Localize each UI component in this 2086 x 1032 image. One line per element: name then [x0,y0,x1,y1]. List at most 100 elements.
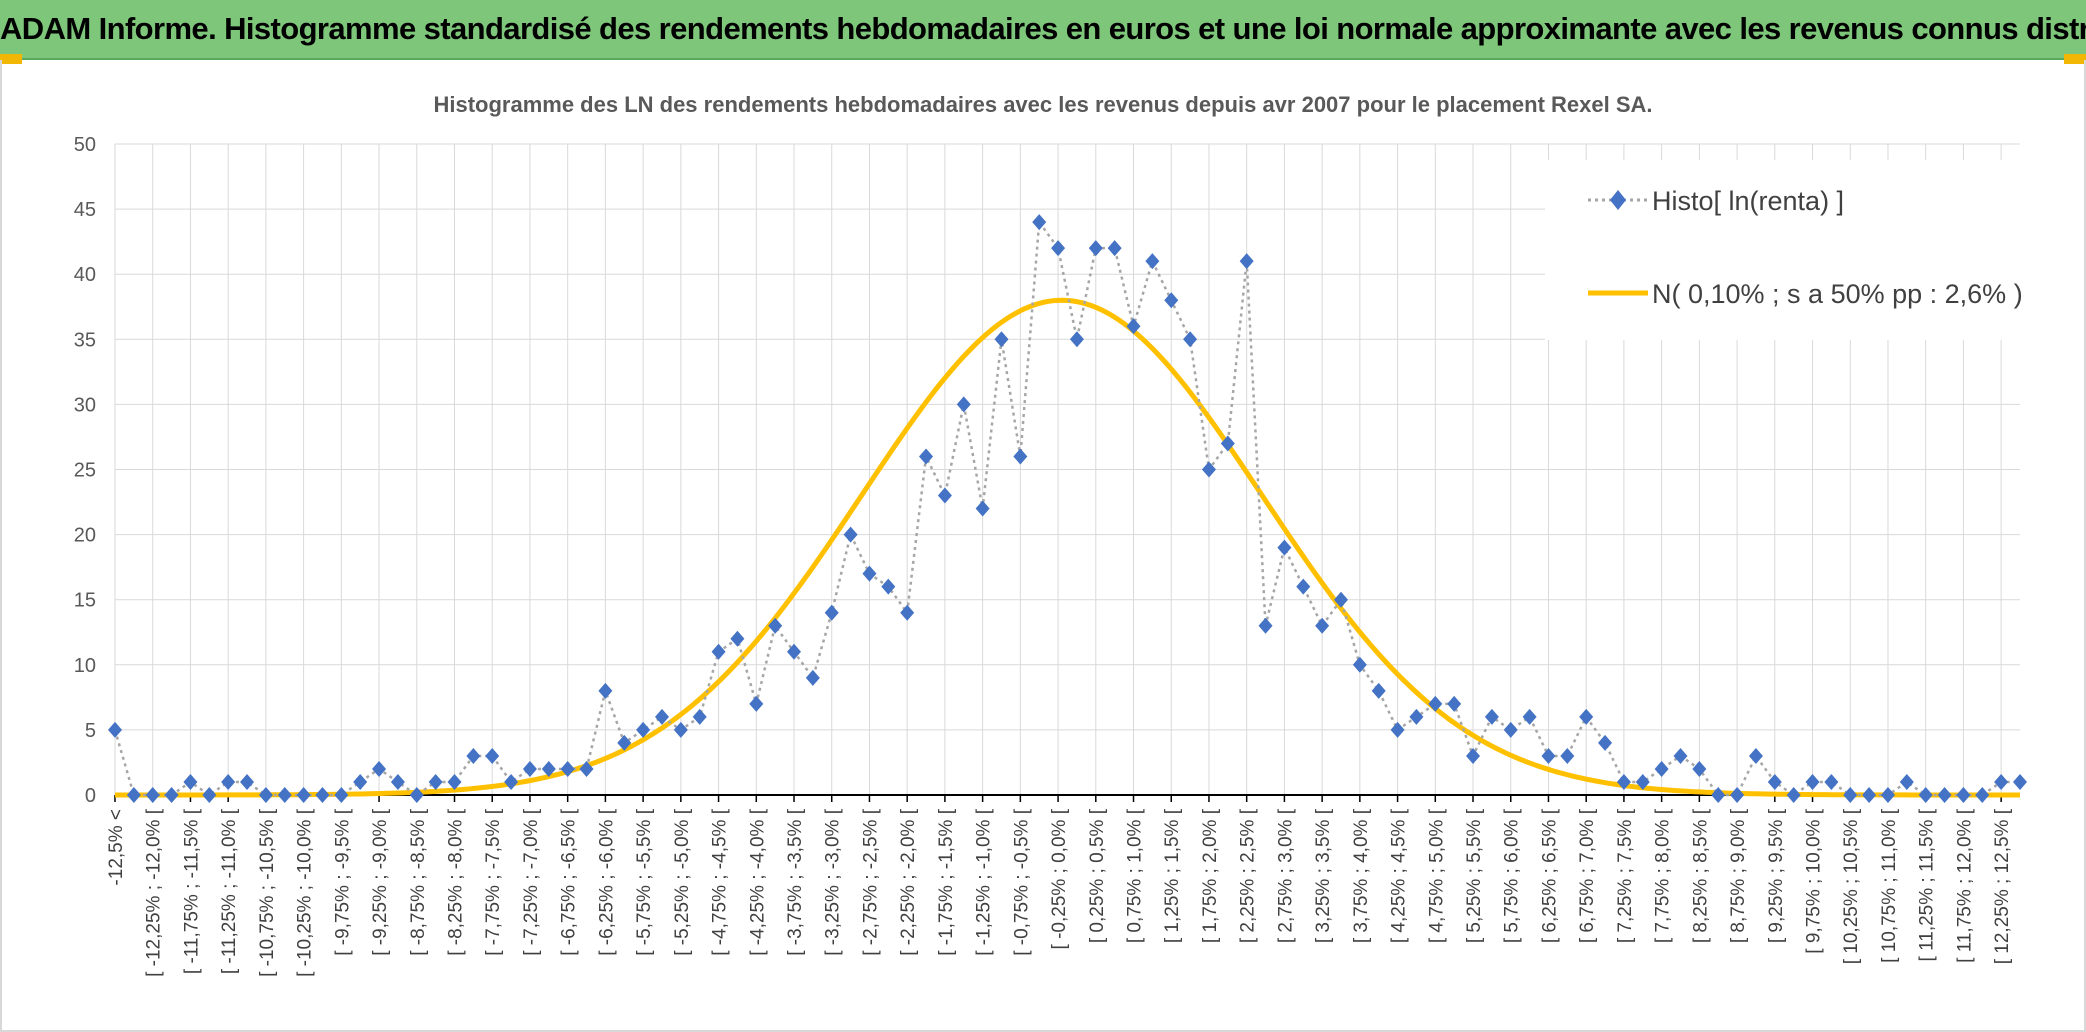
normal-curve-line [115,297,2020,798]
histogram-point [560,760,575,777]
histogram-point [1503,721,1518,738]
x-tick-label: [ 1,75% ; 2,0% [ [1200,808,1221,943]
x-tick-label: [ 10,75% ; 11,0% [ [1879,808,1900,963]
histogram-point [919,448,934,465]
histogram-point [202,787,217,803]
histogram-point [1088,240,1103,257]
x-tick-label: [ -12,25% ; -12,0% [ [144,808,165,977]
histogram-point [1051,240,1066,257]
x-tick-label: [ 11,75% ; 12,0% [ [1954,808,1975,963]
x-tick-label: [ 7,75% ; 8,0% [ [1653,808,1674,943]
x-tick-label: [ -1,25% ; -1,0% [ [974,808,995,956]
histogram-point [108,721,122,738]
histogram-point [1748,747,1763,764]
x-tick-label: [ -7,25% ; -7,0% [ [521,808,542,956]
histogram-point [372,760,387,777]
x-tick-label: [ -11,25% ; -11,0% [ [219,808,240,974]
histogram-point [1918,787,1933,803]
histogram-point [1069,331,1084,348]
histogram-point [862,565,877,582]
histogram-point [409,787,424,803]
histogram-point [447,773,462,790]
legend-label-normal: N( 0,10% ; s a 50% pp : 2,6% ) [1652,279,2023,309]
histogram-point [1937,787,1952,803]
histogram-point [1315,617,1330,634]
histogram-point [1711,787,1726,803]
histogram-point [1730,787,1745,803]
x-tick-label: [ -4,25% ; -4,0% [ [747,808,768,956]
histogram-point [1277,539,1292,556]
x-tick-label: [ 5,75% ; 6,0% [ [1502,808,1523,943]
histogram-point [749,695,764,712]
x-tick-label: [ -8,25% ; -8,0% [ [446,808,467,956]
histogram-point [1296,578,1311,595]
y-tick-label: 5 [85,720,96,742]
histogram-point [1258,617,1273,634]
legend-diamond-icon [1610,190,1626,210]
histogram-point [1239,253,1254,270]
x-tick-label: [ -11,75% ; -11,5% [ [181,808,202,974]
x-tick-label: [ 4,75% ; 5,0% [ [1426,808,1447,943]
histogram-point [900,604,915,621]
histogram-point [1899,773,1914,790]
histogram-point [1692,760,1707,777]
histogram-point [1390,721,1405,738]
histogram-point [1975,787,1990,803]
x-tick-label: [ 7,25% ; 7,5% [ [1615,808,1636,943]
histogram-point [1616,773,1631,790]
legend-item-normal: N( 0,10% ; s a 50% pp : 2,6% ) [1588,279,2023,309]
x-tick-label: [ -0,25% ; 0,0% [ [1049,808,1070,949]
histogram-point [730,630,745,647]
chart-title: Histogramme des LN des rendements hebdom… [433,92,1652,117]
x-tick-label: [ 6,25% ; 6,5% [ [1539,808,1560,943]
x-tick-label: [ 3,75% ; 4,0% [ [1351,808,1372,943]
histogram-point [768,617,783,634]
histogram-point [126,787,141,803]
histogram-point [2013,773,2027,790]
histogram-point [258,787,273,803]
report-header: ADAM Informe. Histogramme standardisé de… [0,0,2086,64]
histogram-point [1522,708,1537,725]
histogram-point [145,787,160,803]
histogram-point [1126,318,1141,335]
histogram-point [1466,747,1481,764]
histogram-point [1145,253,1160,270]
x-tick-label: [ 1,25% ; 1,5% [ [1162,808,1183,943]
histogram-point [937,487,952,504]
histogram-point [1107,240,1122,257]
histogram-point [673,721,688,738]
histogram-point [1013,448,1028,465]
x-tick-label: [ 10,25% ; 10,5% [ [1841,808,1862,964]
histogram-point [504,773,519,790]
x-tick-label: [ 2,75% ; 3,0% [ [1275,808,1296,943]
x-tick-label: [ 0,25% ; 0,5% [ [1087,808,1108,943]
histogram-point [1183,331,1198,348]
histogram-point [1994,773,2009,790]
histogram-point [353,773,368,790]
x-tick-label: [ 12,25% ; 12,5% [ [1992,808,2013,964]
histogram-point [428,773,443,790]
x-tick-label: [ -10,25% ; -10,0% [ [295,808,316,977]
x-tick-label: [ -3,25% ; -3,0% [ [823,808,844,956]
histogram-point [1824,773,1839,790]
y-tick-label: 50 [74,134,96,156]
histogram-point [390,773,405,790]
histogram-point [164,787,179,803]
histogram-point [277,787,292,803]
histogram-point [598,682,613,699]
legend-item-histogram: Histo[ ln(renta) ] [1588,186,1844,216]
histogram-point [579,760,594,777]
x-tick-label: [ 6,75% ; 7,0% [ [1577,808,1598,943]
legend-background [1545,160,2020,340]
histogram-point [1541,747,1556,764]
histogram-series [108,214,2027,803]
histogram-point [1560,747,1575,764]
y-tick-label: 20 [74,525,96,547]
y-tick-label: 15 [74,590,96,612]
histogram-point [1843,787,1858,803]
histogram-point [1352,656,1367,673]
x-tick-label: [ 2,25% ; 2,5% [ [1238,808,1259,943]
y-tick-label: 0 [85,785,96,807]
x-tick-label: [ -6,75% ; -6,5% [ [559,808,580,956]
histogram-point [1032,214,1047,231]
